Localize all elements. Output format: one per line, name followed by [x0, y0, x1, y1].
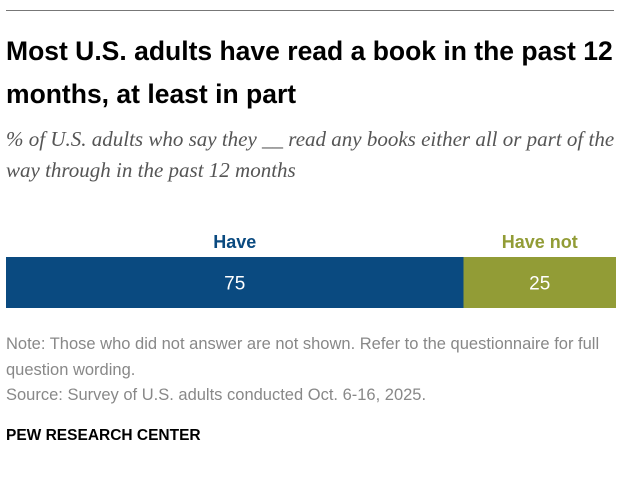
notes: Note: Those who did not answer are not s…: [6, 332, 606, 409]
chart-subtitle: % of U.S. adults who say they __ read an…: [6, 127, 615, 182]
chart-title: Most U.S. adults have read a book in the…: [6, 36, 613, 109]
category-label: Have not: [502, 232, 578, 252]
note-text: Note: Those who did not answer are not s…: [6, 335, 600, 379]
source-text: Source: Survey of U.S. adults conducted …: [6, 386, 427, 404]
bar-segment-have-not: [463, 257, 616, 308]
bar-segment-have: [6, 257, 464, 308]
brand-logo-text: PEW RESEARCH CENTER: [6, 427, 201, 444]
data-label: 25: [529, 274, 550, 295]
top-rule: [6, 10, 614, 11]
category-label: Have: [213, 232, 256, 252]
stacked-bar-chart: 75 Have 25 Have not: [6, 232, 616, 308]
data-label: 75: [224, 274, 245, 295]
